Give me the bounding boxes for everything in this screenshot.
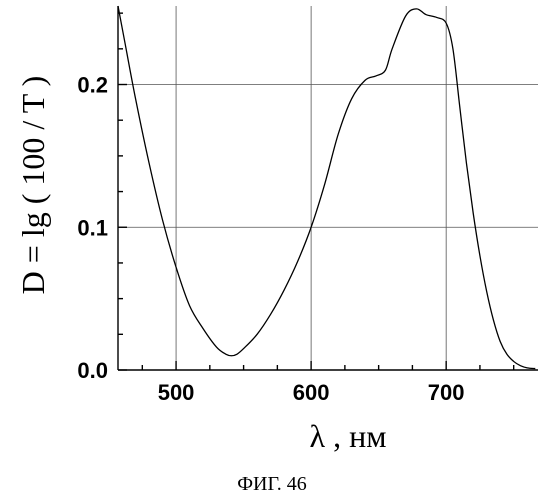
x-tick-label-2: 700 xyxy=(428,380,465,405)
y-axis-title: D = lg ( 100 / T ) xyxy=(15,76,51,295)
figure-caption: ФИГ. 46 xyxy=(237,473,307,495)
spectrum-curve-0 xyxy=(118,6,535,369)
tick-labels: 500 600 700 0.0 0.1 0.2 xyxy=(77,73,464,405)
x-tick-label-1: 600 xyxy=(293,380,330,405)
y-tick-label-2: 0.2 xyxy=(77,73,108,98)
y-tick-label-0: 0.0 xyxy=(77,358,108,383)
x-tick-label-0: 500 xyxy=(158,380,195,405)
y-tick-label-1: 0.1 xyxy=(77,215,108,240)
x-axis-title: λ , нм xyxy=(310,418,387,454)
plot-area xyxy=(118,6,535,369)
axes xyxy=(118,6,538,370)
grid-lines xyxy=(118,6,538,370)
